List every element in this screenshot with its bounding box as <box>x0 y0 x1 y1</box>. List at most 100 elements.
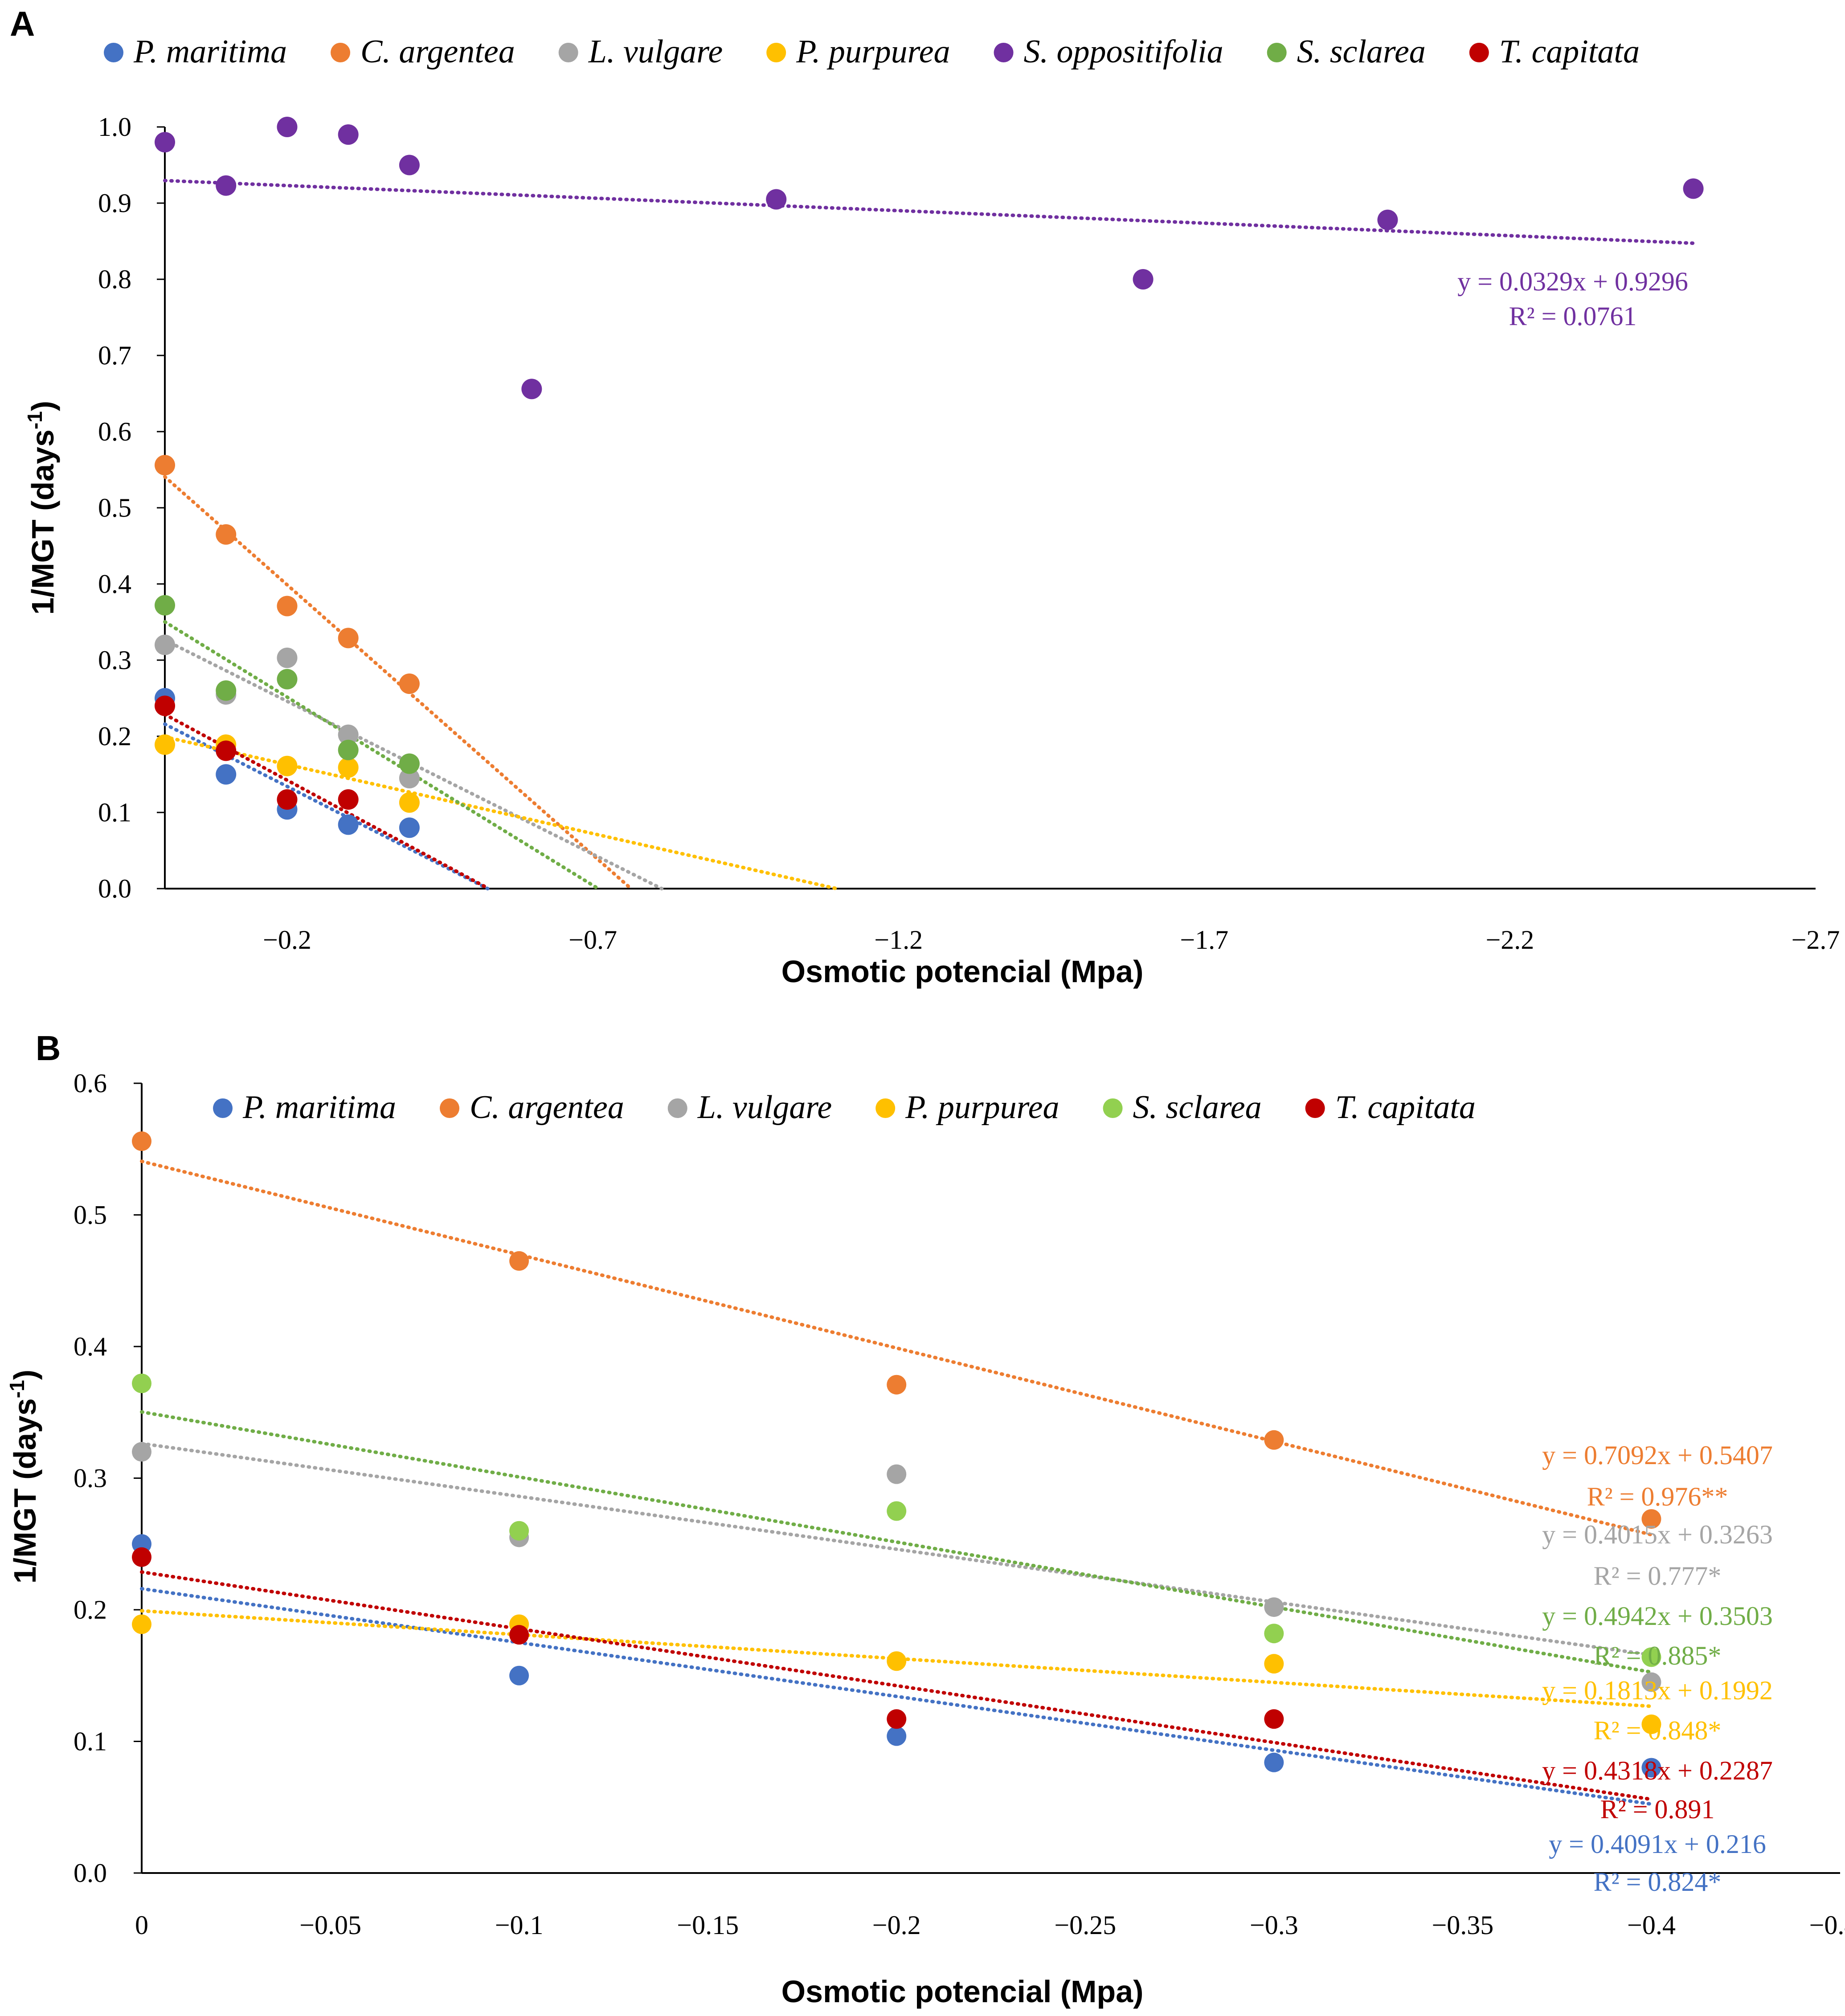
y-tick-label: 0.7 <box>98 341 131 370</box>
point-l-vulgare <box>277 647 298 668</box>
point-s-sclarea <box>132 1373 151 1393</box>
x-axis-title: Osmotic potencial (Mpa) <box>781 1974 1144 2009</box>
x-tick-label: −0.25 <box>1054 1910 1116 1940</box>
point-s-oppositifolia <box>155 132 175 153</box>
regression-annotation: R² = 0.0761 <box>1509 302 1637 331</box>
legend-label-c-argentea: C. argentea <box>360 33 515 70</box>
legend: P. maritima C. argentea L. vulgare P. purpu… <box>213 1089 1476 1126</box>
point-c-argentea <box>277 596 298 616</box>
legend-marker-l-vulgare <box>558 43 578 62</box>
legend-marker-s-oppositifolia <box>994 43 1014 62</box>
trendline-s-sclarea <box>163 620 600 890</box>
trendline-t-capitata <box>140 1570 1653 1801</box>
legend-label-l-vulgare: L. vulgare <box>588 33 723 70</box>
legend-marker-t-capitata <box>1469 43 1489 62</box>
x-tick-label: −0.4 <box>1627 1910 1676 1940</box>
point-c-argentea <box>216 524 237 545</box>
point-p-maritima <box>509 1665 529 1685</box>
trendline-p-maritima <box>140 1587 1653 1806</box>
point-c-argentea <box>338 628 359 649</box>
point-p-purpurea <box>1264 1654 1284 1674</box>
point-s-oppositifolia <box>216 175 237 196</box>
y-tick-label: 0.5 <box>74 1200 107 1230</box>
legend-marker-l-vulgare <box>667 1098 687 1118</box>
x-tick-label: −0.1 <box>495 1910 544 1940</box>
point-s-oppositifolia <box>1377 209 1398 230</box>
trendline-p-purpurea <box>163 735 839 890</box>
trendline-l-vulgare <box>163 638 664 890</box>
point-s-oppositifolia <box>766 189 787 210</box>
y-axis-title: 1/MGT (days-1) <box>5 1370 42 1583</box>
regression-annotation: R² = 0.777* <box>1594 1561 1722 1591</box>
y-tick-label: 0.9 <box>98 188 131 218</box>
point-p-maritima <box>1641 1758 1661 1778</box>
legend-label-p-purpurea: P. purpurea <box>905 1089 1059 1126</box>
legend-label-t-capitata: T. capitata <box>1499 33 1640 70</box>
regression-annotation: y = 0.4091x + 0.216 <box>1549 1829 1766 1859</box>
trendline-s-oppositifolia <box>163 179 1695 245</box>
regression-annotation: y = 0.0329x + 0.9296 <box>1457 267 1688 296</box>
legend-marker-p-purpurea <box>875 1098 896 1118</box>
point-p-maritima <box>216 764 237 785</box>
point-c-argentea <box>155 455 175 476</box>
point-p-purpurea <box>338 757 359 778</box>
point-t-capitata <box>277 789 298 810</box>
y-tick-label: 0.3 <box>98 645 131 675</box>
trendline-t-capitata <box>163 712 491 890</box>
x-tick-label: −0.35 <box>1432 1910 1493 1940</box>
panel-b: B 0.0 0.1 0.2 0.3 0.4 0.5 0.6 0 −0.05 −0.1 −0.15 −0.… <box>5 1028 1845 2009</box>
trendline-c-argentea <box>163 475 633 890</box>
point-p-maritima <box>338 814 359 835</box>
point-t-capitata <box>216 740 237 761</box>
regression-annotation: y = 0.4942x + 0.3503 <box>1542 1601 1773 1631</box>
x-tick-label: −2.7 <box>1792 925 1840 955</box>
legend-label-p-maritima: P. maritima <box>242 1089 396 1126</box>
regression-annotation: y = 0.4015x + 0.3263 <box>1542 1520 1773 1549</box>
x-tick-label: −0.05 <box>299 1910 361 1940</box>
point-p-purpurea <box>132 1614 151 1634</box>
panel-letter: B <box>36 1028 61 1068</box>
panel-letter: A <box>10 4 35 43</box>
regression-annotation: y = 0.4318x + 0.2287 <box>1542 1756 1773 1785</box>
x-tick-label: −0.3 <box>1250 1910 1298 1940</box>
trendline-s-sclarea <box>140 1410 1653 1674</box>
point-s-sclarea <box>155 595 175 616</box>
x-tick-label: −0.45 <box>1809 1910 1845 1940</box>
legend-label-l-vulgare: L. vulgare <box>697 1089 832 1126</box>
y-tick-label: 0.3 <box>74 1464 107 1493</box>
trendline-c-argentea <box>140 1159 1653 1537</box>
y-tick-label: 0.6 <box>98 417 131 446</box>
x-tick-label: −1.7 <box>1180 925 1228 955</box>
legend-label-s-sclarea: S. sclarea <box>1297 33 1426 70</box>
point-c-argentea <box>399 673 420 694</box>
y-tick-label: 0.1 <box>74 1727 107 1756</box>
legend-marker-t-capitata <box>1305 1098 1325 1118</box>
point-t-capitata <box>338 789 359 810</box>
x-tick-label: 0 <box>135 1910 148 1940</box>
legend-label-t-capitata: T. capitata <box>1335 1089 1476 1126</box>
trendline-l-vulgare <box>140 1441 1653 1657</box>
point-t-capitata <box>887 1709 907 1729</box>
point-p-purpurea <box>399 792 420 813</box>
point-p-purpurea <box>277 755 298 776</box>
point-p-purpurea <box>887 1651 907 1671</box>
point-l-vulgare <box>399 768 420 789</box>
x-tick-label: −0.2 <box>263 925 311 955</box>
y-tick-label: 0.4 <box>98 569 131 599</box>
point-p-maritima <box>1264 1752 1284 1772</box>
panel-a: A 0.0 0.1 0.2 0.3 0.4 0.5 0.6 0.7 0.8 0.9 1.0 −0.2 −0… <box>10 4 1840 989</box>
point-s-sclarea <box>1641 1647 1661 1667</box>
regression-annotation: R² = 0.824* <box>1594 1867 1722 1897</box>
legend-marker-p-purpurea <box>766 43 786 62</box>
legend-label-c-argentea: C. argentea <box>470 1089 624 1126</box>
point-s-oppositifolia <box>1683 178 1704 199</box>
legend-label-p-purpurea: P. purpurea <box>796 33 950 70</box>
x-tick-label: −0.7 <box>569 925 617 955</box>
regression-annotation: R² = 0.848* <box>1594 1716 1722 1745</box>
y-tick-label: 0.5 <box>98 493 131 522</box>
point-l-vulgare <box>1264 1597 1284 1617</box>
point-s-sclarea <box>338 739 359 760</box>
point-s-oppositifolia <box>1133 269 1154 290</box>
legend-marker-s-sclarea <box>1267 43 1287 62</box>
regression-annotation: R² = 0.891 <box>1600 1795 1715 1824</box>
